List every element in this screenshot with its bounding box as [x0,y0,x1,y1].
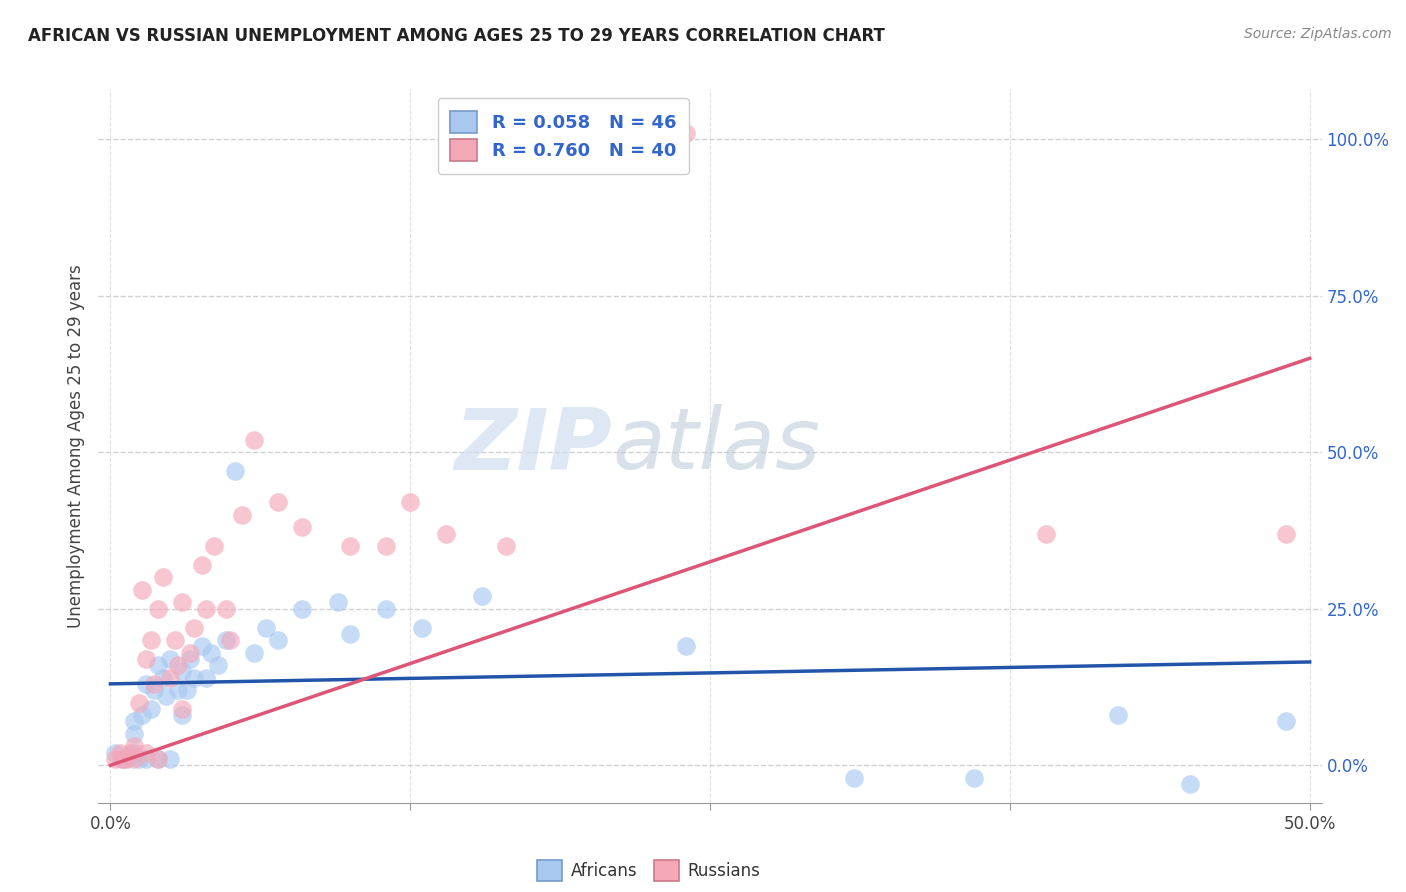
Point [176,683,198,698]
Point [111,752,134,766]
Point [135,652,157,666]
Point [434,526,457,541]
Point [842,771,865,785]
Point [202,539,225,553]
Point [115,752,138,766]
Point [291,520,314,534]
Point [118,746,141,760]
Point [114,752,136,766]
Point [190,640,212,654]
Text: ZIP: ZIP [454,404,612,488]
Point [339,539,361,553]
Point [108,746,131,760]
Point [131,582,153,597]
Point [124,727,146,741]
Point [224,464,246,478]
Y-axis label: Unemployment Among Ages 25 to 29 years: Unemployment Among Ages 25 to 29 years [66,264,84,628]
Point [172,702,194,716]
Point [155,690,177,704]
Point [159,652,181,666]
Point [375,601,398,615]
Point [219,633,242,648]
Point [243,433,266,447]
Point [128,752,150,766]
Point [214,633,236,648]
Point [148,658,170,673]
Point [118,748,141,763]
Point [183,621,205,635]
Point [291,601,314,615]
Point [1035,526,1057,541]
Point [104,746,127,760]
Point [231,508,253,522]
Point [675,126,697,140]
Point [141,702,163,716]
Point [166,683,188,698]
Point [124,746,146,760]
Point [152,671,174,685]
Point [124,752,146,766]
Point [142,683,165,698]
Point [207,658,229,673]
Point [179,652,201,666]
Point [159,671,181,685]
Point [165,633,187,648]
Point [1274,714,1296,729]
Point [1274,526,1296,541]
Point [135,677,157,691]
Point [328,595,350,609]
Point [179,646,201,660]
Point [1178,777,1201,791]
Point [339,627,361,641]
Legend: Africans, Russians: Africans, Russians [531,854,766,888]
Point [148,601,170,615]
Point [243,646,266,660]
Point [104,752,127,766]
Point [267,633,290,648]
Point [375,539,398,553]
Point [148,752,170,766]
Point [128,696,150,710]
Point [471,589,494,603]
Text: Source: ZipAtlas.com: Source: ZipAtlas.com [1244,27,1392,41]
Point [675,640,697,654]
Point [124,714,146,729]
Text: AFRICAN VS RUSSIAN UNEMPLOYMENT AMONG AGES 25 TO 29 YEARS CORRELATION CHART: AFRICAN VS RUSSIAN UNEMPLOYMENT AMONG AG… [28,27,884,45]
Point [495,539,517,553]
Point [142,677,165,691]
Point [152,570,174,584]
Point [141,633,163,648]
Point [399,495,422,509]
Point [135,752,157,766]
Point [183,671,205,685]
Point [172,708,194,723]
Point [172,595,194,609]
Point [166,658,188,673]
Point [267,495,290,509]
Point [411,621,433,635]
Point [148,752,170,766]
Point [111,752,134,766]
Point [195,671,218,685]
Point [190,558,212,572]
Point [200,646,222,660]
Point [1107,708,1129,723]
Point [131,708,153,723]
Point [254,621,277,635]
Point [963,771,986,785]
Point [135,746,157,760]
Text: atlas: atlas [612,404,820,488]
Point [195,601,218,615]
Point [124,739,146,754]
Point [172,665,194,679]
Point [159,752,181,766]
Point [214,601,236,615]
